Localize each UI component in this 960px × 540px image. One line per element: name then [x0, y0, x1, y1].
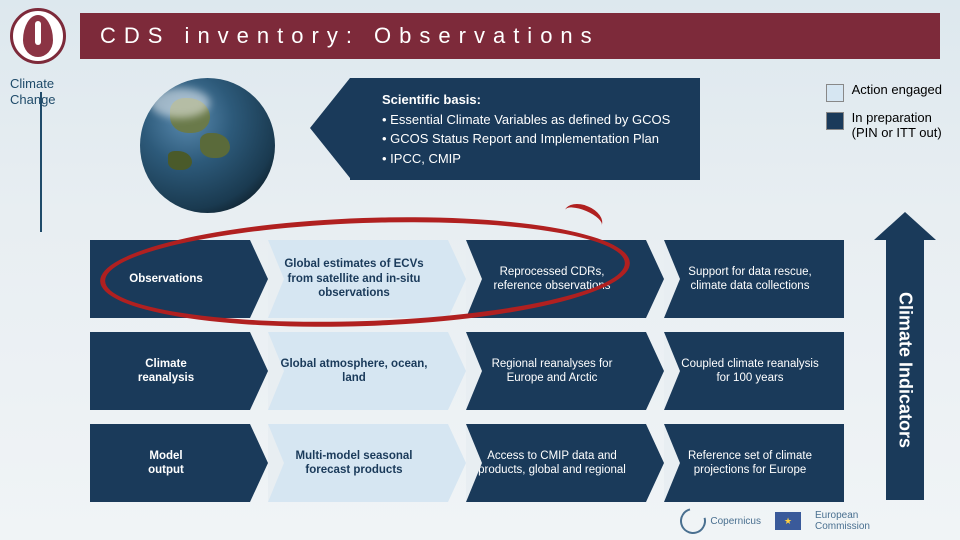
climate-indicators-arrow: Climate Indicators [886, 240, 924, 500]
ec-text: EuropeanCommission [815, 510, 870, 532]
footer-logos: Copernicus ★ EuropeanCommission [680, 508, 870, 534]
climate-change-label: ClimateChange [10, 76, 56, 107]
copernicus-logo: Copernicus [680, 508, 761, 534]
sci-bullet: • IPCC, CMIP [382, 149, 682, 169]
chevron-grid: ObservationsGlobal estimates of ECVs fro… [90, 240, 860, 502]
legend-label: Action engaged [852, 82, 942, 97]
legend: Action engaged In preparation(PIN or ITT … [826, 82, 942, 148]
grid-cell: Multi-model seasonal forecast products [268, 424, 448, 502]
row-label: Climatereanalysis [90, 332, 250, 410]
grid-cell: Global atmosphere, ocean, land [268, 332, 448, 410]
grid-cell: Global estimates of ECVs from satellite … [268, 240, 448, 318]
logo-icon [10, 8, 66, 64]
grid-cell: Coupled climate reanalysis for 100 years [664, 332, 844, 410]
header: CDS inventory: Observations [0, 0, 960, 76]
legend-item: Action engaged [826, 82, 942, 102]
legend-item: In preparation(PIN or ITT out) [826, 110, 942, 140]
vertical-line [40, 92, 42, 232]
side-arrow-label: Climate Indicators [895, 292, 916, 448]
grid-cell: Reference set of climate projections for… [664, 424, 844, 502]
sci-bullet: • GCOS Status Report and Implementation … [382, 129, 682, 149]
sci-bullet: • Essential Climate Variables as defined… [382, 110, 682, 130]
row-label: Modeloutput [90, 424, 250, 502]
grid-cell: Access to CMIP data and products, global… [466, 424, 646, 502]
copernicus-text: Copernicus [710, 516, 761, 527]
legend-label: In preparation(PIN or ITT out) [852, 110, 942, 140]
grid-cell: Reprocessed CDRs, reference observations [466, 240, 646, 318]
grid-cell: Support for data rescue, climate data co… [664, 240, 844, 318]
page-title: CDS inventory: Observations [80, 13, 940, 59]
sci-heading: Scientific basis: [382, 90, 682, 110]
legend-swatch [826, 112, 844, 130]
row-label: Observations [90, 240, 250, 318]
eu-flag-icon: ★ [775, 512, 801, 530]
legend-swatch [826, 84, 844, 102]
scientific-basis-panel: Scientific basis: • Essential Climate Va… [350, 78, 700, 180]
grid-cell: Regional reanalyses for Europe and Arcti… [466, 332, 646, 410]
earth-icon [140, 78, 275, 213]
